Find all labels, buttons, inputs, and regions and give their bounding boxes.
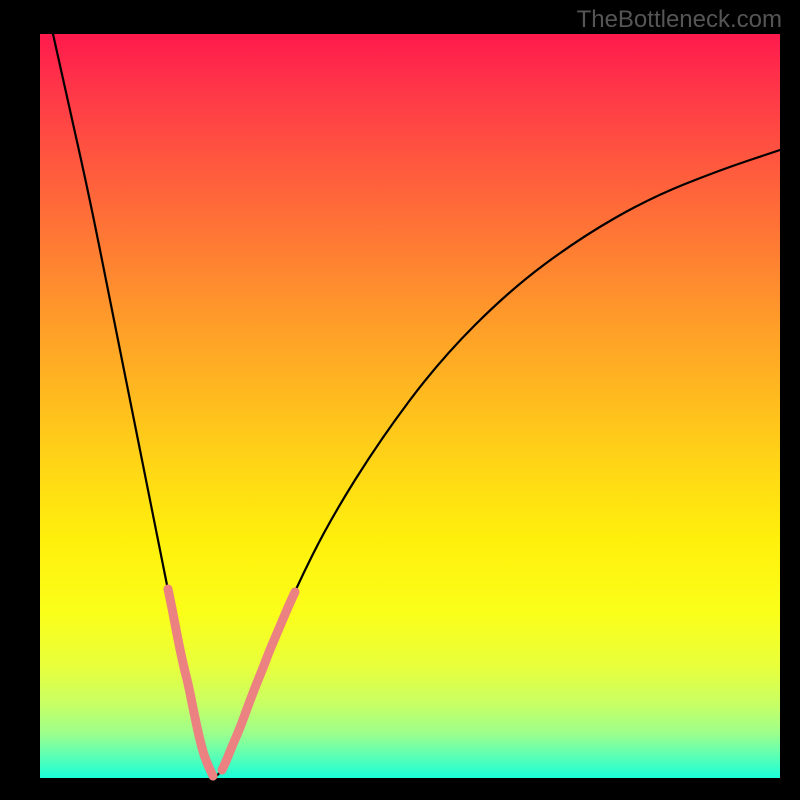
watermark-text: TheBottleneck.com [577, 6, 782, 34]
plot-area [40, 34, 780, 778]
chart-container: TheBottleneck.com [0, 0, 800, 800]
